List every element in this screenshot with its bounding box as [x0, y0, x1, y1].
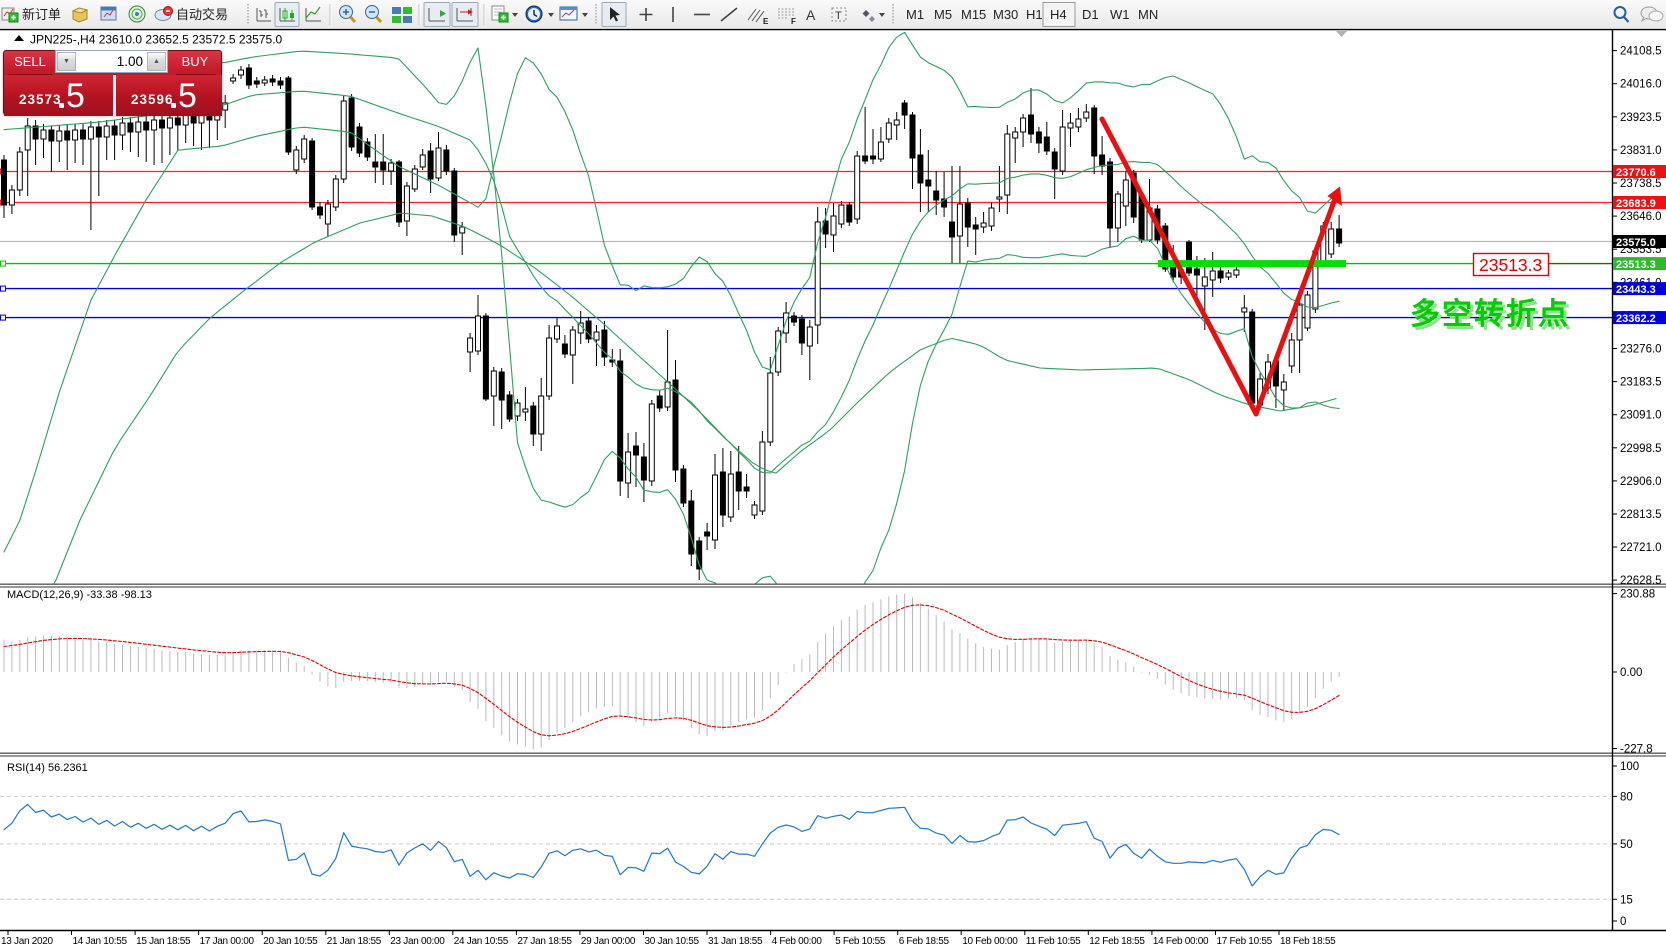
- svg-text:23513.3: 23513.3: [1616, 259, 1656, 271]
- svg-text:23923.5: 23923.5: [1620, 112, 1662, 124]
- svg-text:24016.0: 24016.0: [1620, 79, 1662, 91]
- svg-text:0: 0: [1620, 916, 1626, 928]
- svg-text:21 Jan 18:55: 21 Jan 18:55: [327, 936, 382, 947]
- svg-text:T: T: [835, 10, 842, 22]
- svg-text:23575.0: 23575.0: [1616, 237, 1656, 249]
- svg-text:6 Feb 18:55: 6 Feb 18:55: [899, 936, 950, 947]
- svg-text:50: 50: [1620, 839, 1633, 851]
- svg-text:A: A: [806, 7, 816, 23]
- svg-text:80: 80: [1620, 791, 1633, 803]
- svg-text:23091.0: 23091.0: [1620, 410, 1662, 422]
- svg-text:14 Jan 10:55: 14 Jan 10:55: [73, 936, 128, 947]
- svg-text:多空转折点: 多空转折点: [1410, 298, 1570, 331]
- svg-text:M1: M1: [906, 7, 924, 22]
- svg-text:15 Jan 18:55: 15 Jan 18:55: [136, 936, 191, 947]
- svg-text:10 Feb 00:00: 10 Feb 00:00: [962, 936, 1018, 947]
- svg-text:20 Jan 10:55: 20 Jan 10:55: [263, 936, 318, 947]
- svg-text:W1: W1: [1110, 7, 1130, 22]
- svg-text:E: E: [763, 17, 769, 26]
- svg-text:12 Feb 18:55: 12 Feb 18:55: [1089, 936, 1145, 947]
- svg-text:23 Jan 00:00: 23 Jan 00:00: [390, 936, 445, 947]
- svg-text:H4: H4: [1050, 7, 1067, 22]
- svg-text:100: 100: [1620, 761, 1639, 773]
- svg-text:22721.0: 22721.0: [1620, 542, 1662, 554]
- svg-text:23276.0: 23276.0: [1620, 344, 1662, 356]
- svg-text:F: F: [791, 17, 796, 26]
- svg-text:14 Feb 00:00: 14 Feb 00:00: [1153, 936, 1209, 947]
- svg-text:31 Jan 18:55: 31 Jan 18:55: [708, 936, 763, 947]
- svg-text:230.88: 230.88: [1620, 589, 1655, 601]
- svg-text:23513.3: 23513.3: [1479, 255, 1542, 275]
- svg-text:24108.5: 24108.5: [1620, 46, 1662, 58]
- svg-text:RSI(14) 56.2361: RSI(14) 56.2361: [7, 762, 88, 774]
- svg-text:M15: M15: [961, 7, 986, 22]
- svg-text:0.00: 0.00: [1620, 667, 1642, 679]
- svg-text:29 Jan 00:00: 29 Jan 00:00: [581, 936, 636, 947]
- svg-text:17 Feb 10:55: 17 Feb 10:55: [1217, 936, 1273, 947]
- svg-text:23183.5: 23183.5: [1620, 377, 1662, 389]
- svg-text:M5: M5: [934, 7, 952, 22]
- svg-text:4 Feb 00:00: 4 Feb 00:00: [772, 936, 823, 947]
- svg-text:23443.3: 23443.3: [1616, 284, 1656, 296]
- svg-text:23362.2: 23362.2: [1616, 313, 1656, 325]
- svg-text:24 Jan 10:55: 24 Jan 10:55: [454, 936, 509, 947]
- svg-text:27 Jan 18:55: 27 Jan 18:55: [517, 936, 572, 947]
- svg-text:MACD(12,26,9) -33.38 -98.13: MACD(12,26,9) -33.38 -98.13: [7, 589, 152, 601]
- svg-text:17 Jan 00:00: 17 Jan 00:00: [200, 936, 255, 947]
- svg-text:MN: MN: [1138, 7, 1158, 22]
- svg-text:H1: H1: [1026, 7, 1043, 22]
- svg-text:22906.0: 22906.0: [1620, 476, 1662, 488]
- svg-text:23738.5: 23738.5: [1620, 178, 1662, 190]
- svg-text:23683.9: 23683.9: [1616, 198, 1656, 210]
- svg-text:D1: D1: [1082, 7, 1099, 22]
- svg-text:18 Feb 18:55: 18 Feb 18:55: [1280, 936, 1336, 947]
- svg-text:JPN225-,H4 23610.0 23652.5 23: JPN225-,H4 23610.0 23652.5 23572.5 23575…: [30, 33, 283, 47]
- svg-text:22998.5: 22998.5: [1620, 443, 1662, 455]
- svg-text:23831.0: 23831.0: [1620, 145, 1662, 157]
- svg-text:多空转折点: 多空转折点: [1413, 301, 1573, 334]
- svg-text:5 Feb 10:55: 5 Feb 10:55: [835, 936, 886, 947]
- svg-text:15: 15: [1620, 894, 1633, 906]
- svg-text:23646.0: 23646.0: [1620, 211, 1662, 223]
- svg-text:22813.5: 22813.5: [1620, 509, 1662, 521]
- svg-text:13 Jan 2020: 13 Jan 2020: [1, 936, 53, 947]
- svg-text:-227.8: -227.8: [1620, 744, 1653, 756]
- svg-text:22628.5: 22628.5: [1620, 575, 1662, 587]
- svg-text:30 Jan 10:55: 30 Jan 10:55: [645, 936, 700, 947]
- svg-text:M30: M30: [993, 7, 1018, 22]
- svg-text:自动交易: 自动交易: [176, 7, 228, 22]
- svg-text:11 Feb 10:55: 11 Feb 10:55: [1026, 936, 1081, 947]
- svg-text:23770.6: 23770.6: [1616, 167, 1656, 179]
- svg-text:新订单: 新订单: [22, 7, 61, 22]
